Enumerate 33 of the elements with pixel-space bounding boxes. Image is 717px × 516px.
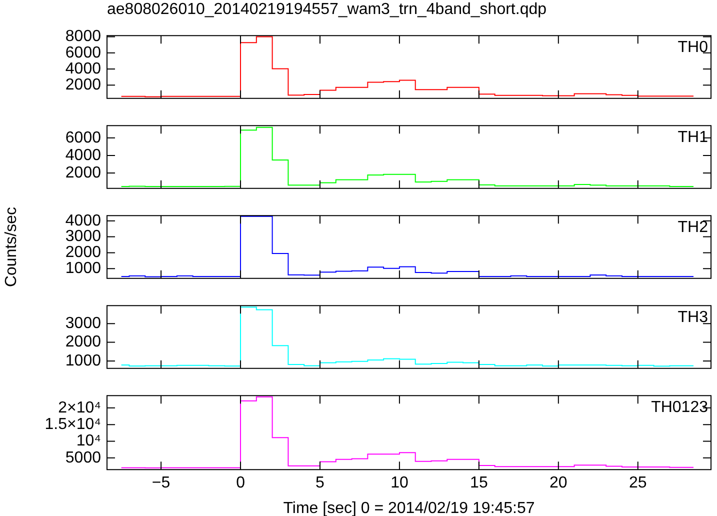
text: TH0 <box>678 39 708 56</box>
y-tick-label: 4000 <box>65 146 102 164</box>
y-tick-label: 2000 <box>65 76 102 94</box>
y-tick-label: 6000 <box>65 129 102 146</box>
y-tick-label: 3000 <box>65 315 102 332</box>
y-tick-label: 10⁴ <box>76 432 102 450</box>
x-tick-label: 5 <box>316 474 325 492</box>
x-tick-label: −5 <box>152 474 170 492</box>
y-tick-label: 1000 <box>65 352 102 370</box>
y-tick-label: 4000 <box>65 60 102 78</box>
y-tick-label: 6000 <box>65 44 102 62</box>
x-tick-label: 0 <box>236 474 246 492</box>
y-tick-label: 2000 <box>65 244 102 262</box>
y-tick-label: 8000 <box>65 28 102 46</box>
text: TH0123 <box>651 399 708 416</box>
x-axis-title: Time [sec] 0 = 2014/02/19 19:45:57 <box>283 500 535 516</box>
text: TH2 <box>678 219 708 236</box>
x-tick-label: 20 <box>550 474 568 492</box>
y-tick-label: 3000 <box>65 228 102 246</box>
y-tick-label: 1000 <box>65 260 102 278</box>
y-tick-label: 2000 <box>65 334 102 351</box>
y-tick-label: 1.5×10⁴ <box>44 416 102 434</box>
y-tick-label: 2000 <box>65 164 102 182</box>
x-tick-label: 10 <box>390 474 408 492</box>
chart-title: ae808026010_20140219194557_wam3_trn_4band_short.qdp <box>107 0 547 20</box>
text: TH1 <box>678 129 708 146</box>
text: TH3 <box>678 309 708 326</box>
y-tick-label: 5000 <box>65 449 102 466</box>
y-tick-label: 2×10⁴ <box>58 399 102 416</box>
x-tick-label: 15 <box>470 474 488 492</box>
y-tick-label: 4000 <box>65 212 102 230</box>
x-tick-label: 25 <box>628 474 647 492</box>
y-axis-title: Counts/sec <box>3 206 20 288</box>
